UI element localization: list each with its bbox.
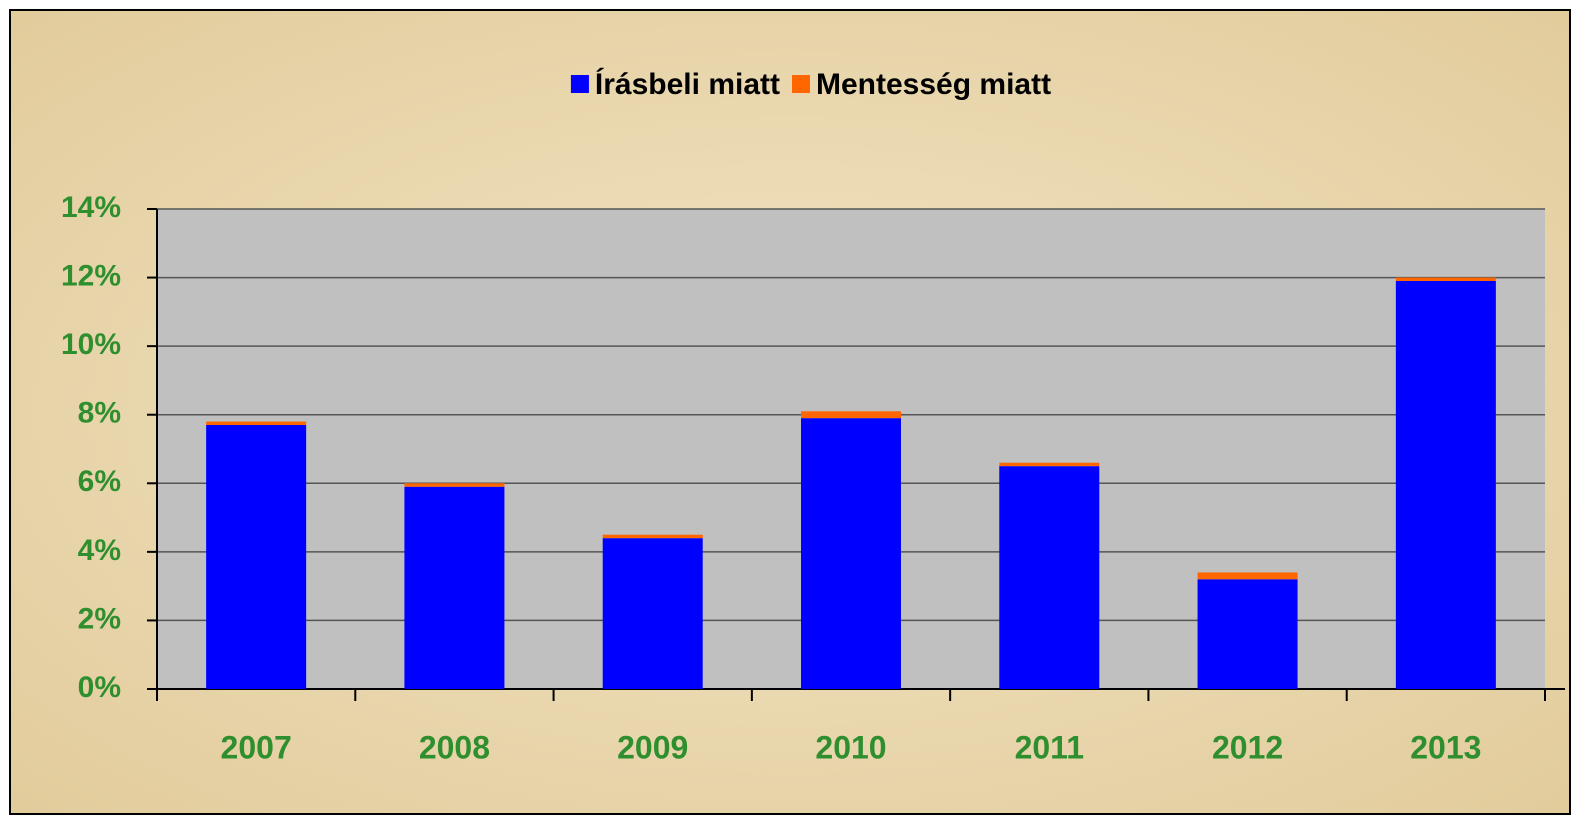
x-tick-label: 2010 — [815, 729, 886, 765]
y-tick-label: 6% — [78, 465, 121, 498]
bar-segment — [206, 425, 307, 689]
legend-swatch — [570, 75, 589, 93]
x-tick-label: 2007 — [221, 729, 292, 765]
x-tick-label: 2013 — [1410, 729, 1481, 765]
bar-segment — [602, 534, 703, 539]
bar-segment — [1395, 277, 1496, 281]
y-tick-label: 2% — [78, 602, 121, 635]
bar-segment — [206, 421, 307, 425]
x-tick-label: 2009 — [617, 729, 688, 765]
y-tick-label: 4% — [78, 534, 121, 567]
bar-segment — [404, 483, 505, 487]
bar-segment — [999, 462, 1100, 467]
bar-segment — [801, 411, 901, 419]
x-tick-label: 2012 — [1212, 729, 1283, 765]
x-tick-label: 2008 — [419, 729, 490, 765]
legend-label: Mentesség miatt — [816, 68, 1051, 101]
y-tick-label: 12% — [61, 259, 121, 292]
bar-segment — [602, 538, 703, 689]
y-tick-label: 0% — [78, 671, 121, 704]
legend-swatch — [792, 75, 810, 93]
legend-label: Írásbeli miatt — [595, 67, 780, 101]
bar-segment — [1197, 579, 1298, 689]
bar-segment — [1395, 281, 1496, 689]
bar-segment — [1197, 572, 1298, 580]
x-tick-label: 2011 — [1015, 729, 1084, 765]
bar-segment — [999, 466, 1100, 689]
y-tick-label: 14% — [61, 191, 121, 224]
y-tick-label: 8% — [78, 397, 121, 430]
bar-segment — [404, 486, 505, 689]
bar-segment — [801, 418, 901, 689]
y-tick-label: 10% — [61, 328, 121, 361]
